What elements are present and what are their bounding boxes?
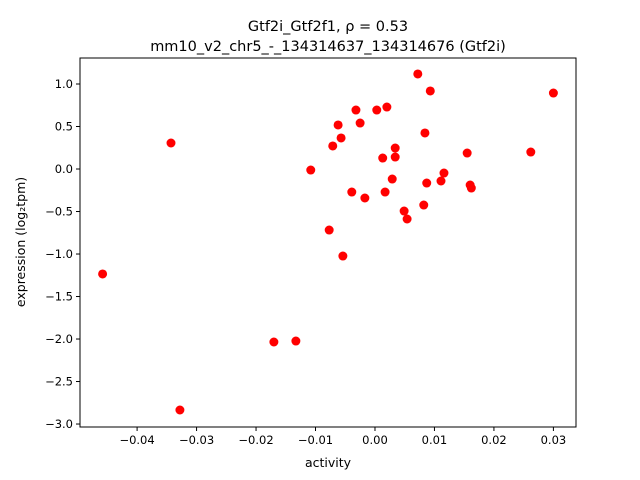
y-tick-label: −0.5 [45, 205, 73, 219]
data-point [420, 128, 430, 138]
data-point [328, 141, 338, 151]
y-tick-label: 0.5 [55, 120, 73, 134]
chart-title-line2: mm10_v2_chr5_-_134314637_134314676 (Gtf2… [150, 39, 506, 55]
data-point [306, 165, 316, 175]
data-point [380, 187, 390, 197]
y-axis-label: expression (log₂tpm) [13, 177, 28, 307]
data-point [382, 102, 392, 112]
data-point [333, 120, 343, 130]
x-tick-label: −0.03 [179, 433, 214, 447]
data-point [166, 138, 176, 148]
data-point [466, 183, 476, 193]
y-tick-label: 1.0 [55, 77, 73, 91]
data-point [413, 69, 423, 79]
data-point [355, 118, 365, 128]
y-tick-label: −2.5 [45, 375, 73, 389]
data-point [425, 86, 435, 96]
y-tick-label: −3.0 [45, 417, 73, 431]
y-tick-label: 0.0 [55, 162, 73, 176]
data-point [175, 405, 185, 415]
data-point [462, 148, 472, 158]
x-tick-label: 0.02 [481, 433, 507, 447]
data-point [399, 206, 409, 216]
data-point [347, 187, 357, 197]
x-tick-label: −0.01 [298, 433, 333, 447]
y-tick-label: −1.0 [45, 247, 73, 261]
plot-frame [79, 57, 577, 428]
data-point [351, 105, 361, 115]
data-point [360, 193, 370, 203]
x-tick-label: 0.00 [362, 433, 388, 447]
data-point [402, 214, 412, 224]
x-tick-label: −0.04 [119, 433, 154, 447]
data-point [387, 174, 397, 184]
chart-title-line1: Gtf2i_Gtf2f1, ρ = 0.53 [248, 19, 408, 35]
data-point [422, 178, 432, 188]
data-point [336, 133, 346, 143]
data-point [419, 200, 429, 210]
data-point [526, 147, 536, 157]
y-tick-label: −1.5 [45, 290, 73, 304]
x-tick-label: −0.02 [238, 433, 273, 447]
data-point [436, 176, 446, 186]
data-point [269, 337, 279, 347]
data-point [291, 336, 301, 346]
data-point [378, 153, 388, 163]
data-point [439, 168, 449, 178]
data-point [372, 105, 382, 115]
data-point [98, 269, 108, 279]
data-point [390, 152, 400, 162]
x-tick-label: 0.03 [541, 433, 567, 447]
x-tick-label: 0.01 [422, 433, 448, 447]
y-tick-label: −2.0 [45, 332, 73, 346]
data-point [390, 143, 400, 153]
data-point [338, 251, 348, 261]
data-point [324, 225, 334, 235]
x-axis-label: activity [305, 455, 352, 470]
data-point [548, 88, 558, 98]
